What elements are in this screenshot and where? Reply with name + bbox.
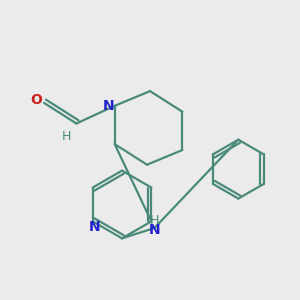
Text: N: N [148, 223, 160, 236]
Text: O: O [31, 93, 43, 107]
Text: H: H [150, 214, 159, 227]
Text: N: N [88, 220, 100, 234]
Text: H: H [61, 130, 71, 143]
Text: N: N [102, 99, 114, 113]
